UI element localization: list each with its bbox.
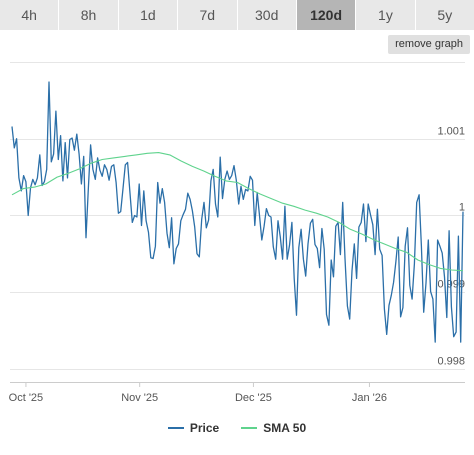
legend-item-price[interactable]: Price	[167, 418, 220, 438]
tab-1d[interactable]: 1d	[119, 0, 179, 30]
tab-30d[interactable]: 30d	[238, 0, 297, 30]
y-tick-label: 1	[459, 202, 465, 214]
legend-label-sma50: SMA 50	[263, 421, 307, 435]
legend-item-sma50[interactable]: SMA 50	[241, 418, 306, 438]
legend-swatch-sma50	[241, 427, 258, 429]
x-tick-label: Jan '26	[352, 392, 387, 404]
x-tick-label: Oct '25	[9, 392, 44, 404]
y-tick-label: 0.998	[437, 356, 465, 368]
tab-4h[interactable]: 4h	[0, 0, 60, 30]
legend-swatch-price	[167, 427, 184, 429]
timeframe-tabs: 4h 8h 1d 7d 30d 120d 1y 5y	[0, 0, 474, 30]
tab-8h[interactable]: 8h	[59, 0, 119, 30]
tab-7d[interactable]: 7d	[178, 0, 238, 30]
tab-5y[interactable]: 5y	[437, 7, 453, 23]
tab-120d[interactable]: 120d	[296, 0, 357, 30]
legend-label-price: Price	[189, 421, 220, 435]
y-tick-label: 1.001	[437, 126, 465, 138]
x-tick-label: Nov '25	[121, 392, 158, 404]
price-series-line	[11, 81, 464, 343]
tab-1y[interactable]: 1y	[356, 0, 416, 30]
remove-graph-button[interactable]: remove graph	[388, 35, 470, 54]
sma50-series-line	[11, 152, 464, 272]
legend: Price SMA 50	[0, 418, 474, 438]
x-tick-label: Dec '25	[235, 392, 272, 404]
